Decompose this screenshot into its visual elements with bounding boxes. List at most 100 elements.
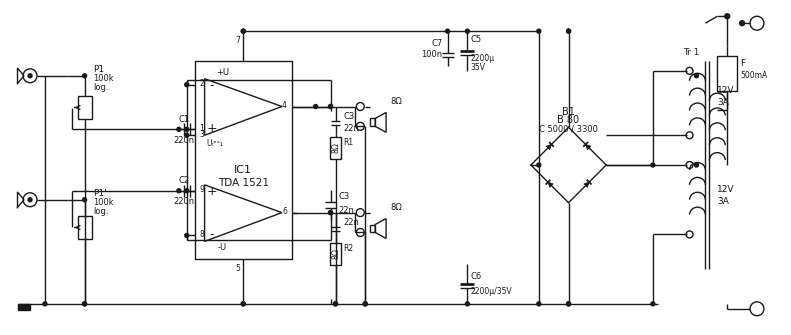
Text: C1: C1 bbox=[178, 115, 189, 124]
Circle shape bbox=[241, 302, 245, 306]
Text: 2200μ: 2200μ bbox=[471, 54, 494, 63]
Circle shape bbox=[28, 198, 32, 202]
Text: 22n: 22n bbox=[343, 218, 359, 227]
Text: 6: 6 bbox=[282, 207, 287, 216]
Circle shape bbox=[43, 302, 47, 306]
Circle shape bbox=[82, 74, 86, 78]
Text: P1: P1 bbox=[93, 65, 104, 74]
Circle shape bbox=[566, 302, 570, 306]
Text: -U: -U bbox=[218, 243, 227, 252]
Text: B 80: B 80 bbox=[558, 115, 580, 125]
Text: 500mA: 500mA bbox=[740, 71, 767, 80]
Circle shape bbox=[185, 233, 189, 238]
Text: -: - bbox=[210, 79, 214, 92]
Circle shape bbox=[465, 302, 469, 306]
Bar bbox=[18, 304, 30, 310]
Circle shape bbox=[334, 302, 338, 306]
Text: C3: C3 bbox=[343, 112, 354, 121]
Circle shape bbox=[185, 189, 189, 193]
Text: 100k: 100k bbox=[93, 198, 114, 207]
Text: R2: R2 bbox=[343, 244, 354, 253]
Text: 220n: 220n bbox=[173, 197, 195, 206]
Circle shape bbox=[740, 21, 744, 26]
Text: C5: C5 bbox=[471, 35, 482, 44]
Circle shape bbox=[465, 29, 469, 33]
Text: C7: C7 bbox=[431, 39, 443, 48]
Text: 8Ω: 8Ω bbox=[390, 97, 402, 106]
Circle shape bbox=[651, 302, 655, 306]
Circle shape bbox=[566, 29, 570, 33]
Circle shape bbox=[334, 302, 338, 306]
Bar bbox=[78, 216, 92, 240]
Circle shape bbox=[328, 211, 332, 215]
Text: B1: B1 bbox=[562, 108, 575, 118]
Circle shape bbox=[241, 29, 245, 33]
Text: 2: 2 bbox=[199, 79, 204, 88]
Text: Tr 1: Tr 1 bbox=[683, 49, 699, 58]
Circle shape bbox=[82, 198, 86, 202]
Circle shape bbox=[694, 163, 698, 167]
Circle shape bbox=[328, 105, 332, 109]
Text: 8Ω: 8Ω bbox=[390, 203, 402, 212]
Circle shape bbox=[241, 29, 245, 33]
Circle shape bbox=[363, 302, 367, 306]
Text: 5: 5 bbox=[236, 264, 240, 273]
Text: +: + bbox=[206, 185, 217, 198]
Polygon shape bbox=[585, 144, 591, 150]
Bar bbox=[330, 243, 342, 265]
Text: 4: 4 bbox=[282, 101, 287, 110]
Polygon shape bbox=[548, 182, 553, 187]
Text: C 5000 / 3300: C 5000 / 3300 bbox=[539, 125, 598, 134]
Circle shape bbox=[537, 163, 541, 167]
Text: -: - bbox=[210, 228, 214, 241]
Circle shape bbox=[566, 302, 570, 306]
Text: 12V: 12V bbox=[717, 185, 735, 194]
Text: 8$\Omega$: 8$\Omega$ bbox=[330, 142, 341, 154]
Text: R1: R1 bbox=[343, 138, 354, 147]
Circle shape bbox=[445, 29, 449, 33]
Text: 2200μ/35V: 2200μ/35V bbox=[471, 287, 512, 296]
Text: Uᵣᵉˣ₁: Uᵣᵉˣ₁ bbox=[206, 139, 223, 148]
Text: 7: 7 bbox=[236, 36, 240, 45]
Bar bbox=[195, 61, 292, 259]
Circle shape bbox=[185, 127, 189, 131]
Circle shape bbox=[537, 302, 541, 306]
Polygon shape bbox=[547, 144, 551, 150]
Circle shape bbox=[241, 302, 245, 306]
Text: 3: 3 bbox=[199, 130, 205, 139]
Text: 35V: 35V bbox=[471, 63, 486, 72]
Circle shape bbox=[185, 83, 189, 87]
Text: 9: 9 bbox=[199, 185, 205, 194]
Circle shape bbox=[651, 163, 655, 167]
Bar bbox=[717, 56, 737, 91]
Text: +: + bbox=[206, 122, 217, 135]
Text: log.: log. bbox=[93, 83, 109, 92]
Text: 12V: 12V bbox=[717, 86, 735, 95]
Text: 22n: 22n bbox=[343, 124, 359, 133]
Text: IC1: IC1 bbox=[234, 165, 252, 175]
Circle shape bbox=[328, 105, 332, 109]
Text: C2: C2 bbox=[178, 177, 189, 185]
Circle shape bbox=[328, 211, 332, 215]
Text: +U: +U bbox=[216, 68, 229, 77]
Text: 8: 8 bbox=[199, 230, 204, 239]
Text: 3A: 3A bbox=[717, 98, 729, 107]
Text: 8$\Omega$: 8$\Omega$ bbox=[330, 248, 341, 261]
Circle shape bbox=[185, 133, 189, 137]
Circle shape bbox=[694, 74, 698, 78]
Circle shape bbox=[363, 302, 367, 306]
Circle shape bbox=[566, 29, 570, 33]
Text: F: F bbox=[740, 59, 745, 68]
Text: log.: log. bbox=[93, 207, 109, 216]
Text: 1: 1 bbox=[199, 124, 204, 133]
Circle shape bbox=[177, 189, 181, 193]
Text: TDA 1521: TDA 1521 bbox=[218, 178, 269, 188]
Circle shape bbox=[82, 302, 86, 306]
Circle shape bbox=[82, 302, 86, 306]
Bar bbox=[330, 137, 342, 159]
Text: 3A: 3A bbox=[717, 197, 729, 206]
Polygon shape bbox=[584, 182, 589, 187]
Circle shape bbox=[314, 105, 318, 109]
Text: 100k: 100k bbox=[93, 74, 114, 83]
Circle shape bbox=[537, 29, 541, 33]
